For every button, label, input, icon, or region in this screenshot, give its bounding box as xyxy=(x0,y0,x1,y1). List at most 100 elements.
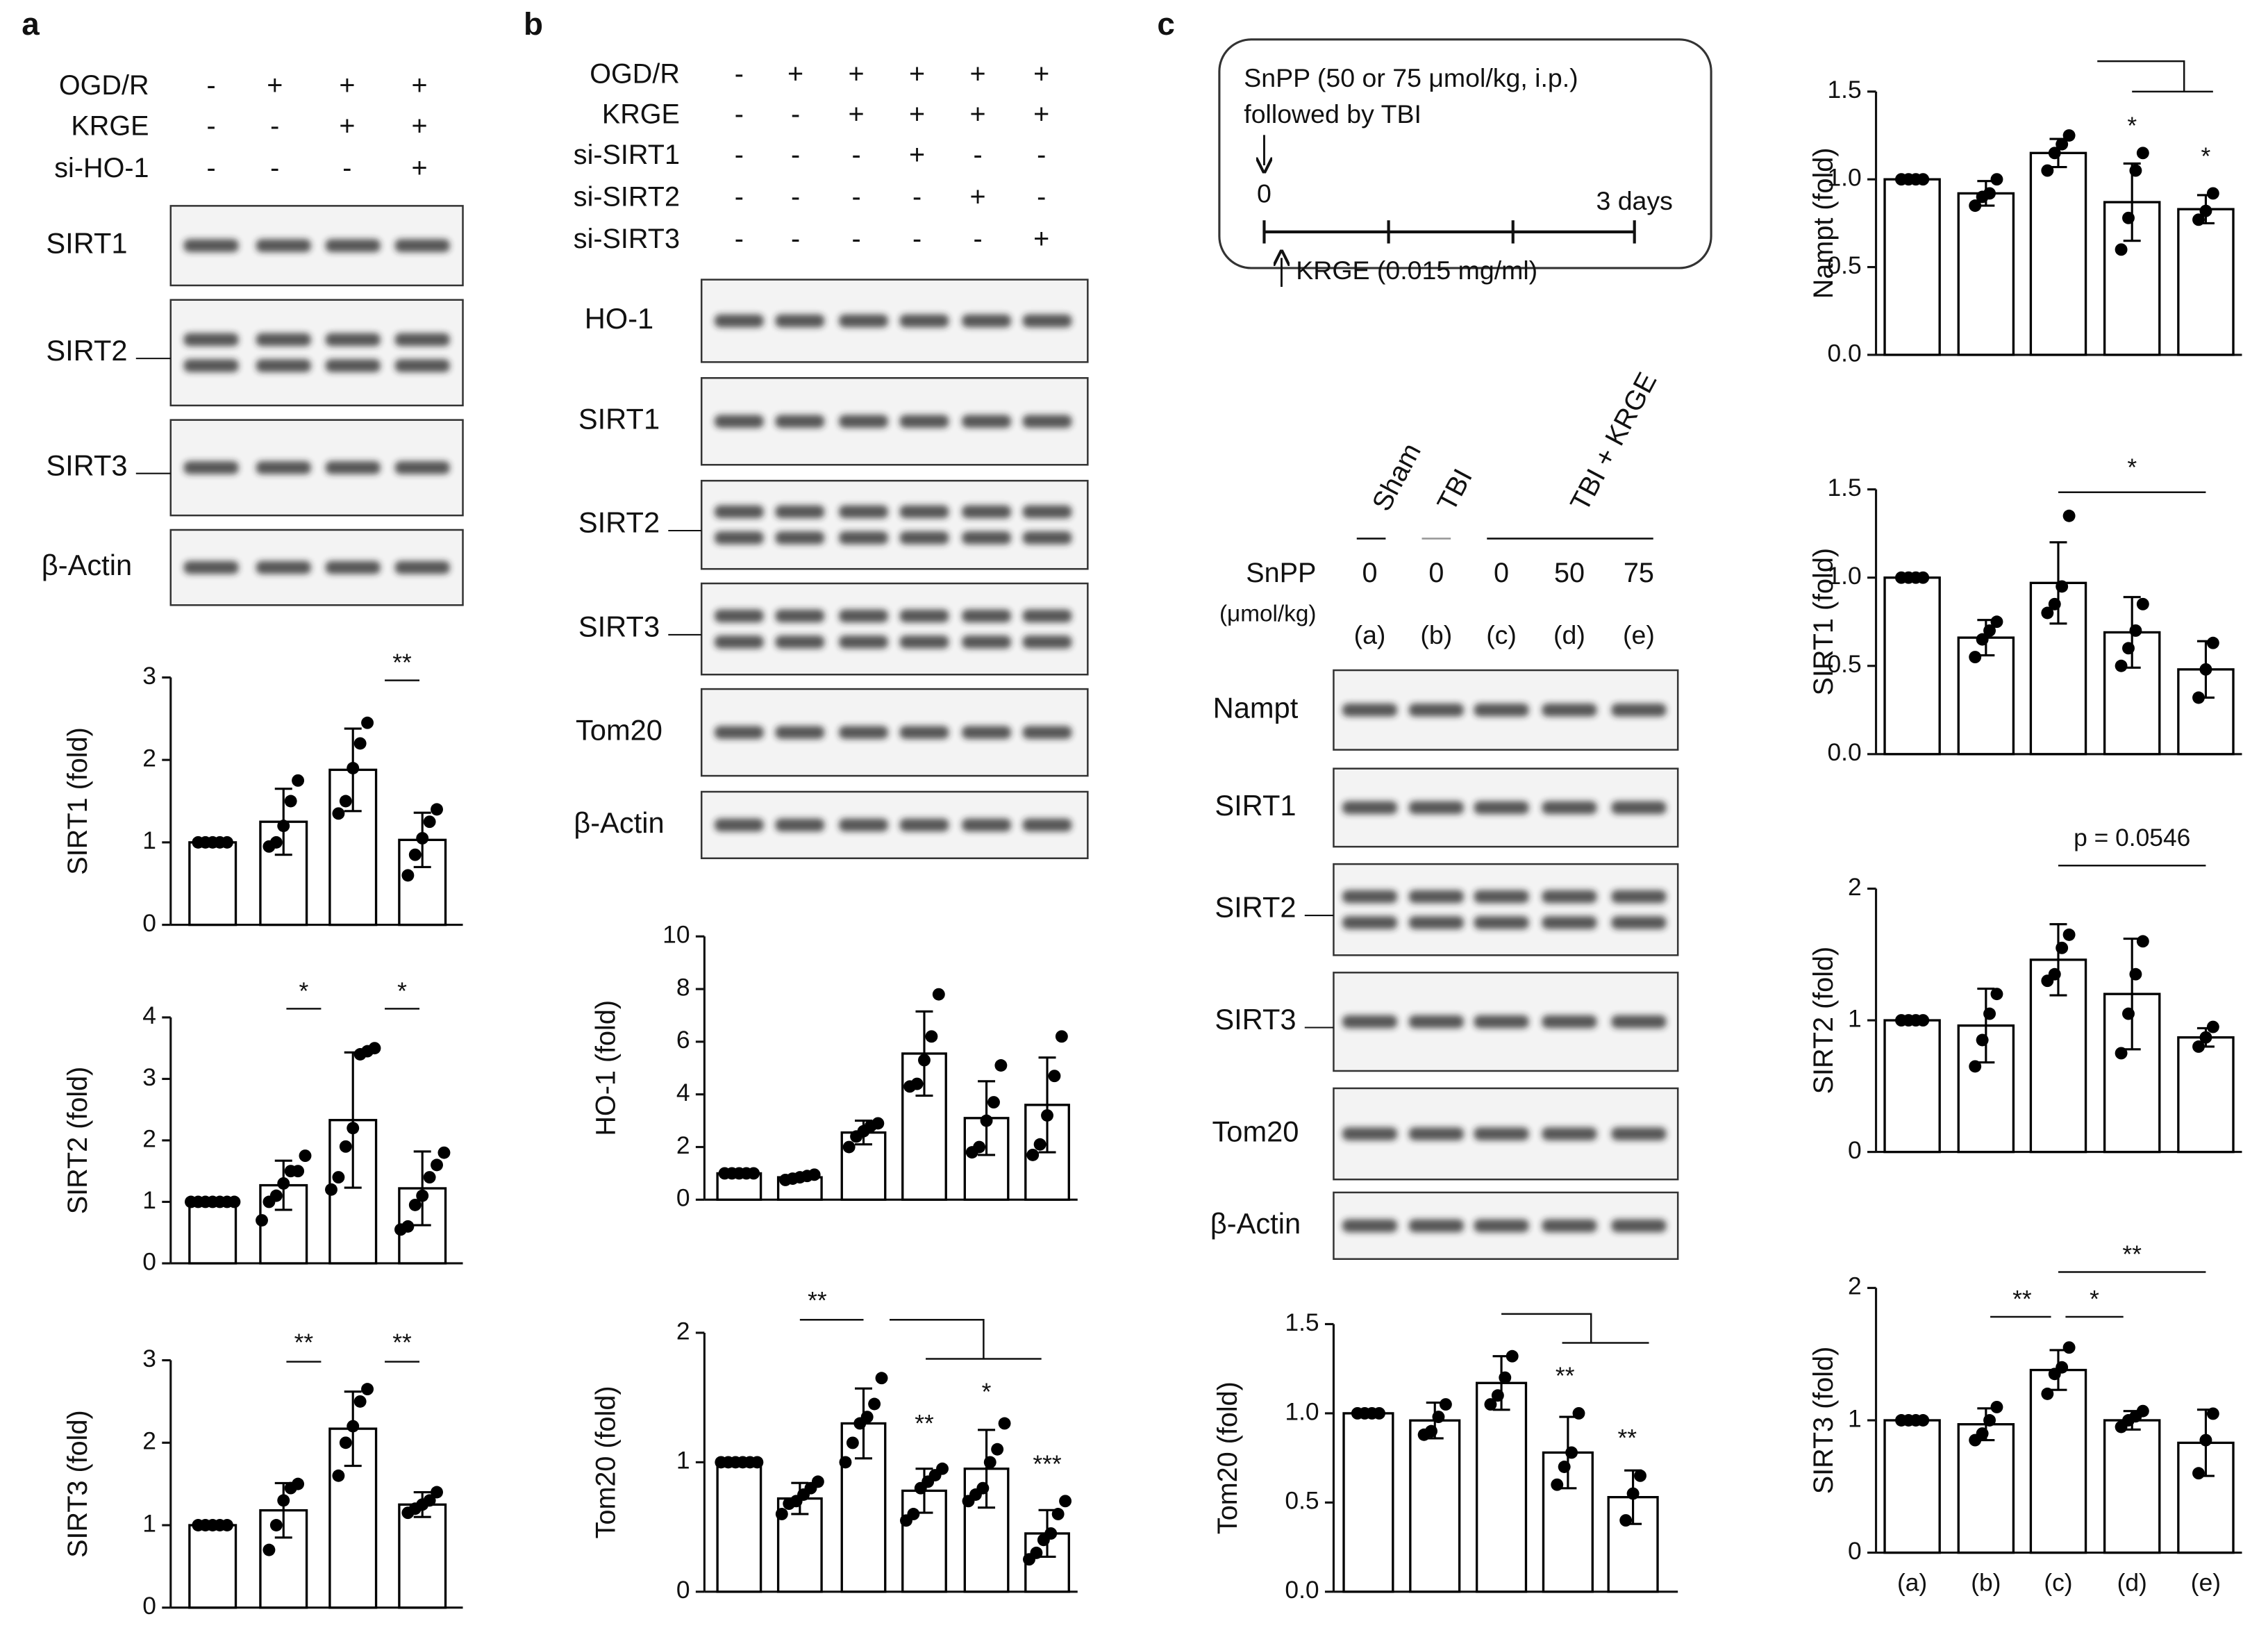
dose-value: 0 xyxy=(1494,558,1509,588)
blot-label: SIRT1 xyxy=(578,403,660,435)
y-tick-label: 0.0 xyxy=(1827,339,1861,367)
data-point xyxy=(408,848,422,861)
data-point xyxy=(353,1395,367,1408)
y-axis-title: SIRT3 (fold) xyxy=(1808,1347,1839,1495)
blot-band xyxy=(1408,890,1464,904)
data-point xyxy=(1048,1070,1061,1083)
blot-band xyxy=(1542,801,1597,815)
data-point xyxy=(339,1140,352,1153)
condition-label: KRGE xyxy=(71,110,149,141)
condition-label: OGD/R xyxy=(59,70,149,101)
condition-sign: - xyxy=(270,153,279,183)
blot-band xyxy=(1542,1015,1597,1029)
blot-band xyxy=(1474,916,1529,929)
y-axis-title: SIRT1 (fold) xyxy=(1808,548,1839,696)
data-point xyxy=(1041,1109,1053,1122)
blot-band xyxy=(183,461,239,474)
condition-sign: - xyxy=(791,140,800,170)
data-point xyxy=(1059,1495,1072,1508)
data-point xyxy=(2062,509,2076,522)
blot-band xyxy=(839,314,888,328)
blot-band xyxy=(394,560,450,574)
y-tick-label: 0.5 xyxy=(1827,650,1861,678)
x-tick-label: (d) xyxy=(2117,1569,2147,1597)
data-point xyxy=(277,1177,290,1190)
data-point xyxy=(2115,659,2128,672)
blot-band xyxy=(1474,1127,1529,1140)
lane-label: (e) xyxy=(1623,620,1655,649)
significance-bracket xyxy=(889,1318,985,1359)
data-point xyxy=(332,807,345,820)
blot-band xyxy=(1474,890,1529,904)
bar xyxy=(2029,151,2087,356)
y-tick-label: 1 xyxy=(1848,1004,1862,1032)
y-tick-label: 0.5 xyxy=(1285,1487,1319,1515)
data-point xyxy=(846,1436,859,1449)
condition-sign: - xyxy=(207,110,216,141)
y-axis-title: Tom20 (fold) xyxy=(590,1386,621,1538)
blot-band xyxy=(714,635,764,649)
condition-sign: - xyxy=(1037,181,1046,212)
significance-label: * xyxy=(299,977,309,1005)
y-tick-label: 1.5 xyxy=(1827,474,1861,501)
dose-label: SnPP xyxy=(1246,558,1316,588)
data-point xyxy=(2206,187,2219,200)
blot-band xyxy=(1022,818,1072,832)
significance-label: ** xyxy=(392,1329,412,1356)
blot-band xyxy=(839,505,888,519)
condition-sign: - xyxy=(851,181,860,212)
data-point xyxy=(368,1042,381,1055)
bar xyxy=(1409,1419,1461,1593)
blot-band xyxy=(1022,726,1072,739)
data-point xyxy=(2048,147,2061,160)
blot-frame xyxy=(1333,863,1679,956)
y-tick-label: 2 xyxy=(142,1124,156,1152)
blot-band xyxy=(775,415,825,429)
scheme-start: 0 xyxy=(1257,179,1271,208)
error-bar xyxy=(978,1429,996,1509)
y-tick-label: 8 xyxy=(676,973,690,1001)
blot-band xyxy=(256,560,311,574)
condition-sign: + xyxy=(1033,99,1049,130)
data-point xyxy=(2041,606,2054,620)
blot-band xyxy=(899,314,949,328)
data-point xyxy=(907,1508,920,1520)
blot-band xyxy=(775,505,825,519)
data-point xyxy=(991,1443,1004,1456)
data-point xyxy=(423,1494,436,1507)
significance-label: * xyxy=(2201,142,2211,170)
condition-sign: - xyxy=(791,224,800,254)
data-point xyxy=(932,988,945,1001)
data-point xyxy=(1432,1411,1445,1424)
bar xyxy=(188,841,237,926)
scheme-treatment: KRGE (0.015 mg/ml) xyxy=(1296,256,1537,285)
data-point xyxy=(437,1146,451,1159)
blot-band xyxy=(899,635,949,649)
blot-label: SIRT3 xyxy=(1215,1003,1296,1036)
y-tick-label: 1.0 xyxy=(1827,164,1861,192)
data-point xyxy=(751,1456,764,1469)
y-tick-label: 4 xyxy=(142,1002,156,1029)
bar xyxy=(188,1200,237,1265)
data-point xyxy=(1055,1030,1068,1043)
blot-label: β-Actin xyxy=(1210,1207,1301,1240)
data-point xyxy=(401,1220,415,1233)
y-tick-label: 2 xyxy=(142,744,156,772)
blot-band xyxy=(1342,801,1398,815)
condition-sign: + xyxy=(339,70,355,101)
lane-label: (d) xyxy=(1553,620,1585,649)
error-bar xyxy=(1977,988,1995,1064)
bar xyxy=(1475,1381,1528,1593)
data-point xyxy=(423,815,436,829)
data-point xyxy=(1491,1389,1504,1402)
blot-band xyxy=(839,531,888,545)
blot-band xyxy=(1408,916,1464,929)
blot-band xyxy=(1474,703,1529,717)
data-point xyxy=(2199,1031,2212,1044)
condition-sign: - xyxy=(791,99,800,130)
condition-sign: - xyxy=(1037,140,1046,170)
data-point xyxy=(1990,988,2003,1001)
data-point xyxy=(973,1140,986,1154)
y-tick-label: 0 xyxy=(676,1184,690,1212)
